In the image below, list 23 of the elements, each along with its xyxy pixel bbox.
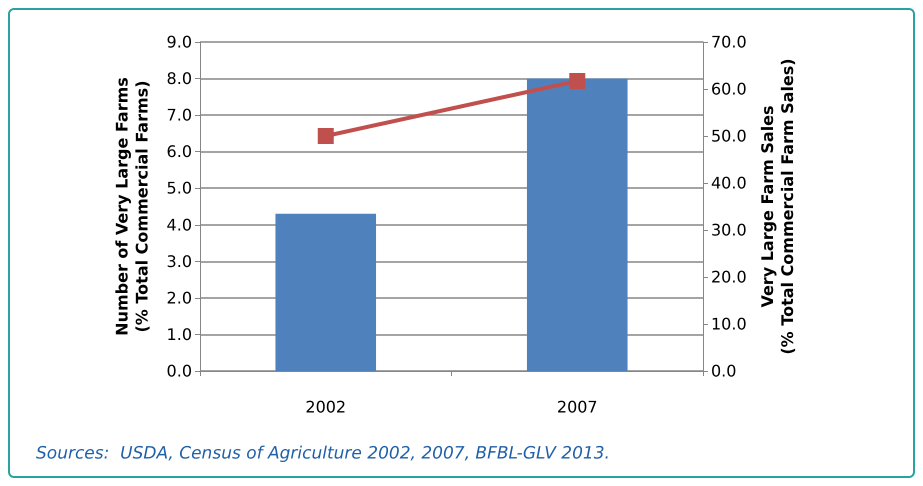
x-tick-label: 2002 [305, 398, 346, 416]
y2-tick-label: 70.0 [711, 32, 747, 52]
x-tick-label: 2007 [556, 398, 598, 416]
y2-tick-label: 30.0 [711, 220, 747, 240]
y-tick-label: 0.0 [166, 362, 192, 380]
y-tick-label: 3.0 [166, 252, 192, 271]
y2-tick-label: 20.0 [711, 268, 747, 286]
y2-tick-label: 50.0 [711, 126, 747, 146]
y-tick-label: 9.0 [166, 32, 192, 52]
y-tick-label: 7.0 [166, 106, 192, 125]
y-tick-label: 1.0 [166, 324, 192, 344]
y-tick-label: 4.0 [166, 215, 192, 234]
y2-axis-title: Very Large Farm Sales (% Total Commercial Farm Sales) [758, 58, 798, 355]
y2-tick-label: 40.0 [711, 174, 747, 192]
source-note: Sources: USDA, Census of Agriculture 2002, 2007, BFBL-GLV 2013. [36, 444, 610, 464]
y2-tick-label: 10.0 [711, 314, 747, 334]
y-tick-label: 2.0 [166, 288, 192, 308]
y-tick-label: 5.0 [166, 178, 192, 198]
y-tick-label: 8.0 [166, 69, 192, 88]
y2-tick-label: 0.0 [711, 362, 736, 380]
y-tick-label: 6.0 [166, 142, 192, 162]
y-axis-title: Number of Very Large Farms (% Total Commercial Farms) [112, 77, 152, 336]
y2-tick-label: 60.0 [711, 80, 747, 98]
